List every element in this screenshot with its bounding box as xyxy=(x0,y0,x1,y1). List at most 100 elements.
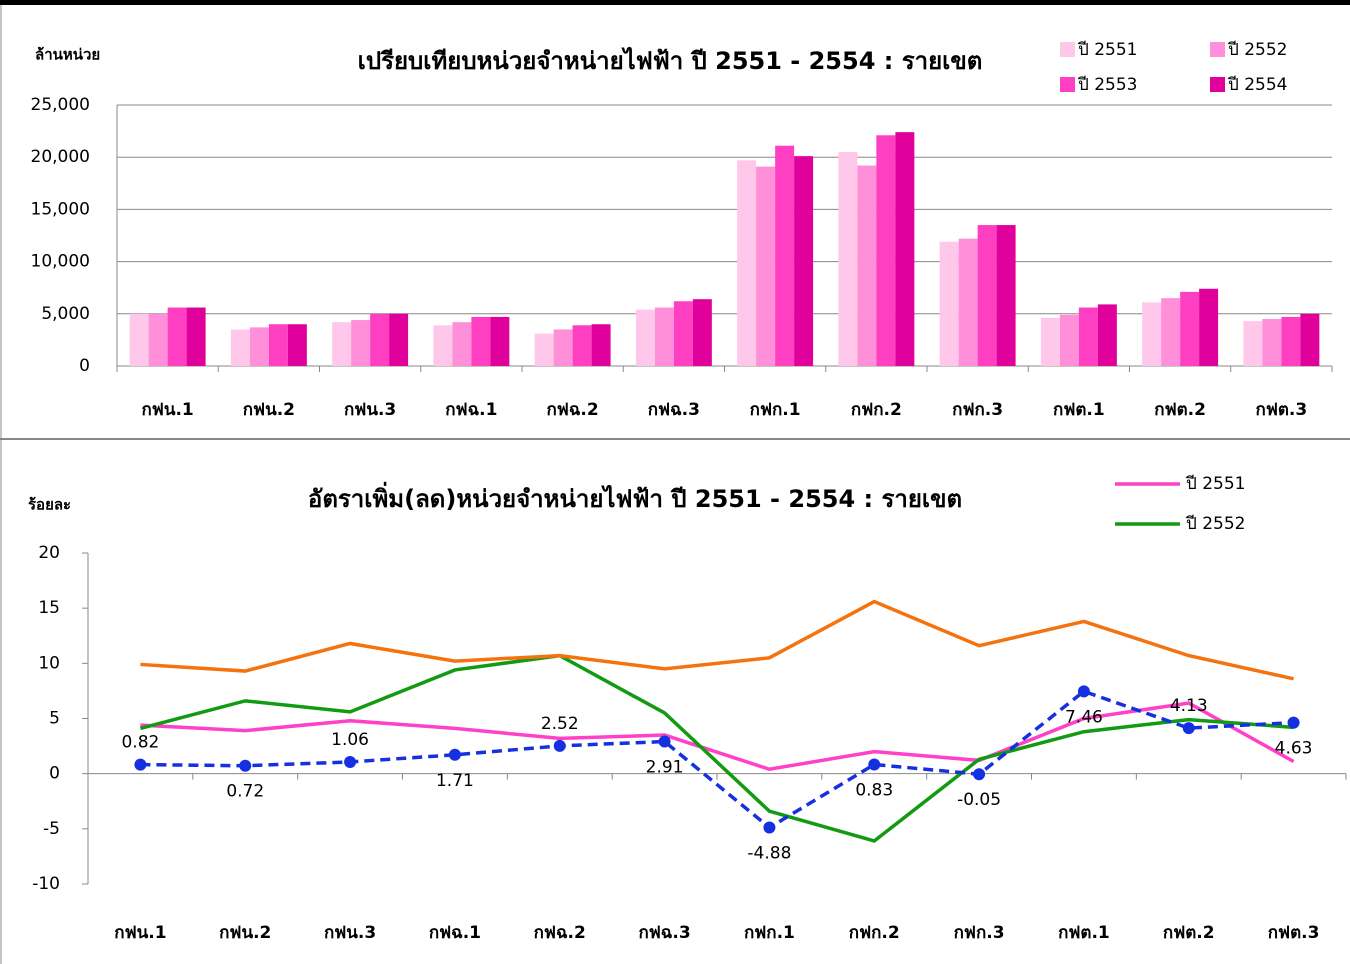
x-tick-label: กฟก.1 xyxy=(750,400,801,420)
data-label: 2.52 xyxy=(541,714,579,734)
bar xyxy=(433,325,453,366)
y-tick-label: 0 xyxy=(79,356,90,376)
bar xyxy=(471,316,491,366)
y-tick-label: 25,000 xyxy=(31,95,90,115)
bar xyxy=(148,313,168,366)
y-tick-label: 10,000 xyxy=(31,252,90,272)
legend-label: ปี 2554 xyxy=(1227,75,1287,95)
y-tick-label: 15,000 xyxy=(31,199,90,219)
y-tick-label: 10 xyxy=(38,653,60,673)
legend-swatch xyxy=(1060,42,1075,57)
bar xyxy=(249,327,269,366)
y-tick-label: 20,000 xyxy=(31,147,90,167)
bar xyxy=(389,313,409,366)
bar xyxy=(895,132,915,366)
bar xyxy=(1300,313,1320,366)
bar xyxy=(654,307,674,366)
bar xyxy=(838,151,858,366)
bar xyxy=(1161,298,1181,366)
bar xyxy=(332,322,352,366)
data-label: 1.71 xyxy=(436,771,474,791)
bar xyxy=(857,165,877,366)
data-label: 1.06 xyxy=(331,730,369,750)
bar xyxy=(351,320,371,366)
x-tick-label: กฟก.2 xyxy=(849,923,900,943)
bar xyxy=(572,325,592,366)
point xyxy=(1077,685,1090,698)
x-tick-label: กฟต.1 xyxy=(1058,923,1110,943)
line-series xyxy=(140,599,1294,681)
bar xyxy=(186,307,206,366)
y-axis-label: ร้อยละ xyxy=(28,496,71,514)
y-tick-label: -5 xyxy=(43,819,60,839)
top-border xyxy=(0,0,1350,5)
point xyxy=(134,758,147,771)
data-label: 0.83 xyxy=(855,781,893,801)
bar xyxy=(692,299,712,366)
legend-label: ปี 2551 xyxy=(1077,40,1137,60)
point xyxy=(448,748,461,761)
x-tick-label: กฟก.2 xyxy=(851,400,902,420)
legend-swatch xyxy=(1210,42,1225,57)
bar xyxy=(1180,291,1200,366)
bar xyxy=(1097,304,1117,366)
bar xyxy=(939,241,959,366)
legend-label: ปี 2551 xyxy=(1185,474,1245,494)
bar xyxy=(996,225,1016,366)
x-tick-label: กฟต.3 xyxy=(1256,400,1308,420)
legend-label: ปี 2553 xyxy=(1077,75,1137,95)
bar xyxy=(490,316,510,366)
x-tick-label: กฟฉ.3 xyxy=(638,923,690,943)
bar xyxy=(1078,307,1098,366)
x-tick-label: กฟต.2 xyxy=(1163,923,1215,943)
data-label: -0.05 xyxy=(957,790,1001,810)
bar xyxy=(553,329,573,366)
legend-label: ปี 2552 xyxy=(1227,40,1287,60)
bar xyxy=(268,324,288,366)
x-tick-label: กฟฉ.1 xyxy=(445,400,497,420)
x-tick-label: กฟน.2 xyxy=(243,400,295,420)
chart-title: เปรียบเทียบหน่วยจำหน่ายไฟฟ้า ปี 2551 - 2… xyxy=(358,46,983,75)
bar xyxy=(167,307,187,366)
bar xyxy=(591,324,611,366)
y-tick-label: 15 xyxy=(38,598,60,618)
data-label: -4.88 xyxy=(747,844,791,864)
data-label: 7.46 xyxy=(1065,707,1103,727)
bar xyxy=(1040,317,1060,366)
y-tick-label: 20 xyxy=(38,543,60,563)
point xyxy=(763,821,776,834)
legend-swatch xyxy=(1060,77,1075,92)
bar xyxy=(534,333,554,366)
x-tick-label: กฟฉ.2 xyxy=(547,400,599,420)
bar xyxy=(958,238,978,366)
x-tick-label: กฟน.3 xyxy=(324,923,376,943)
bar xyxy=(370,313,390,366)
bar xyxy=(1059,314,1079,366)
x-tick-label: กฟน.3 xyxy=(344,400,396,420)
y-tick-label: 0 xyxy=(49,764,60,784)
point xyxy=(1287,716,1300,729)
bar xyxy=(1142,302,1162,366)
point xyxy=(658,735,671,748)
bar xyxy=(230,329,250,366)
bar xyxy=(737,160,757,366)
point xyxy=(239,759,252,772)
x-tick-label: กฟก.3 xyxy=(952,400,1003,420)
data-label: 4.63 xyxy=(1275,739,1313,759)
data-label: 0.72 xyxy=(226,782,264,802)
point xyxy=(868,758,881,771)
point xyxy=(344,755,357,768)
data-label: 0.82 xyxy=(121,733,159,753)
x-tick-label: กฟน.1 xyxy=(114,923,166,943)
bar xyxy=(1281,316,1301,366)
bar xyxy=(635,309,655,366)
line-series xyxy=(140,689,1294,830)
point xyxy=(1182,722,1195,735)
x-tick-label: กฟก.3 xyxy=(954,923,1005,943)
bar xyxy=(452,322,472,366)
bar xyxy=(794,156,814,366)
x-tick-label: กฟฉ.3 xyxy=(648,400,700,420)
x-tick-label: กฟต.3 xyxy=(1268,923,1320,943)
